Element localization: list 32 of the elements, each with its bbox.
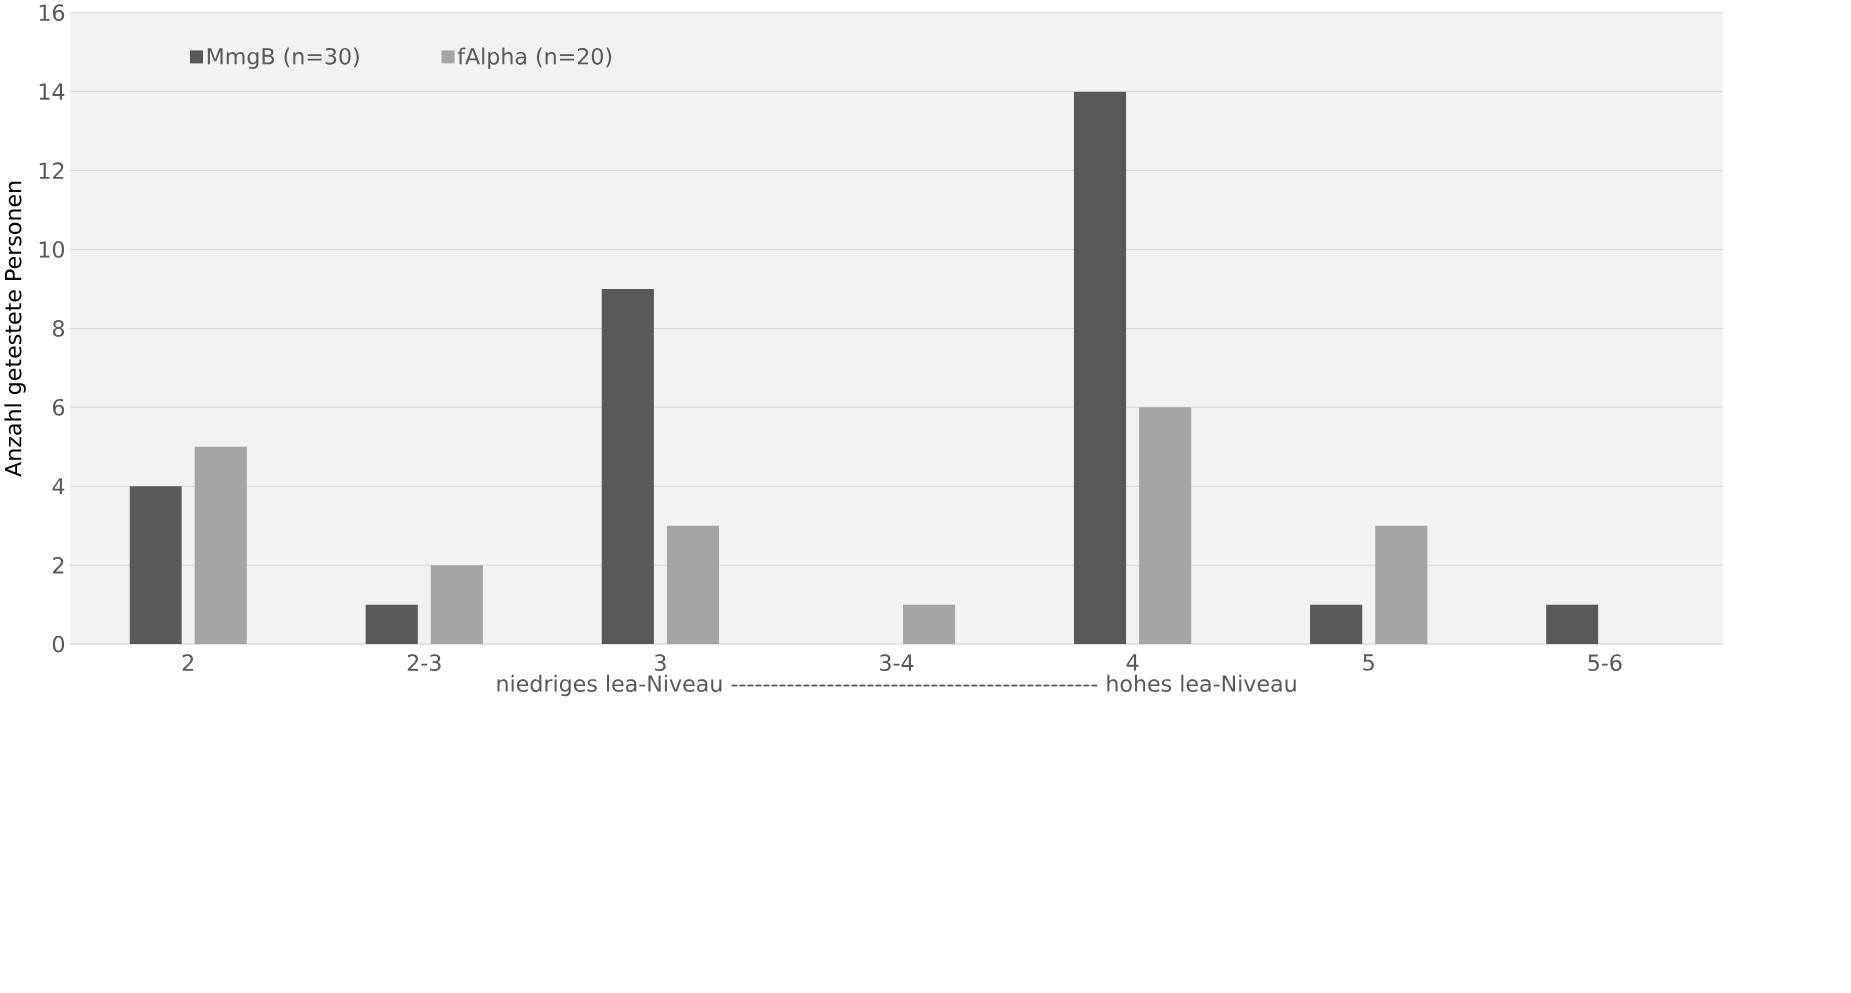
x-tick-label: 3 — [655, 654, 666, 671]
bar — [1546, 604, 1599, 644]
bar — [601, 288, 654, 644]
x-tick-label: 2-3 — [407, 654, 441, 671]
y-tick-label: 16 — [39, 4, 65, 21]
bar — [365, 604, 418, 644]
y-tick-label: 2 — [53, 556, 64, 574]
y-tick-label: 14 — [39, 83, 65, 100]
y-tick-label: 4 — [52, 478, 65, 495]
y-tick-label: 8 — [52, 319, 65, 337]
y-tick-label: 12 — [39, 162, 64, 179]
y-axis-title: Anzahl getestete Personen — [4, 181, 26, 477]
bar — [1073, 91, 1127, 644]
bar — [666, 525, 720, 644]
x-tick-label: 5-6 — [1588, 654, 1622, 671]
bar — [194, 446, 247, 644]
y-tick-label: 10 — [39, 240, 65, 258]
x-tick-label: 5 — [1363, 654, 1374, 671]
x-tick-label: 3-4 — [880, 654, 914, 671]
x-tick-label: 2 — [182, 654, 194, 671]
x-axis-title: niedriges lea-Niveau ---------------------------------------------- hohes lea-Niveau — [497, 674, 1296, 697]
bar — [430, 565, 483, 644]
bar — [1139, 407, 1192, 644]
bar — [129, 486, 182, 644]
legend-label: fAlpha (n=20) — [457, 47, 612, 69]
y-tick-label: 6 — [52, 398, 65, 416]
bar — [1310, 604, 1363, 644]
legend-label: MmgB (n=30) — [207, 47, 359, 69]
y-tick-label: 0 — [52, 635, 65, 653]
bar — [903, 604, 956, 644]
x-tick-label: 4 — [1126, 654, 1139, 671]
bar — [1375, 525, 1428, 644]
